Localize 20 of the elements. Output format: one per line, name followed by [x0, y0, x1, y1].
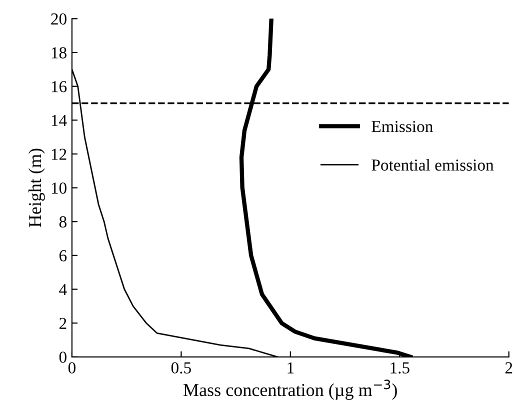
y-tick-label: 20: [51, 13, 66, 25]
y-tick-label: 8: [59, 216, 66, 228]
y-tick-label: 18: [52, 47, 66, 58]
y-tick-label: 12: [52, 148, 66, 160]
y-tick-label: 16: [52, 81, 67, 92]
legend-label: Potential emission: [372, 158, 494, 171]
y-tick-label: 0: [59, 352, 66, 363]
x-tick-label: 1: [288, 362, 294, 374]
x-tick-label: 2: [505, 362, 512, 374]
x-tick-label: 0.5: [171, 362, 191, 374]
y-tick-label: 10: [52, 182, 66, 194]
y-tick-label: 4: [59, 284, 67, 296]
x-axis-title: Mass concentration (µg m$^{−3}$): [184, 380, 397, 400]
y-tick-label: 14: [52, 114, 67, 126]
y-axis-title: Height (m): [28, 148, 45, 228]
y-tick-label: 2: [59, 318, 66, 329]
x-tick-label: 0: [68, 362, 76, 374]
legend-label: Emission: [372, 120, 433, 132]
x-tick-label: 1.5: [390, 362, 410, 374]
y-tick-label: 6: [59, 250, 67, 262]
